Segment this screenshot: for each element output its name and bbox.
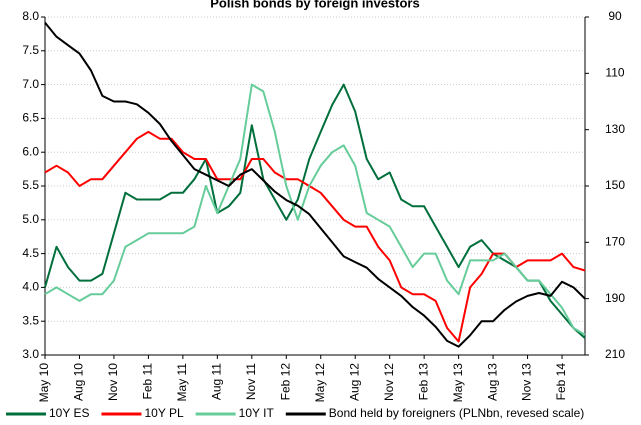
y-tick-label: 7.5 <box>22 43 39 57</box>
legend-label: 10Y IT <box>239 406 275 420</box>
y2-tick-label: 190 <box>605 291 625 305</box>
y2-tick-label: 90 <box>608 9 622 23</box>
y2-tick-label: 210 <box>605 347 625 361</box>
y2-tick-label: 110 <box>605 66 624 80</box>
x-tick-label: Feb 14 <box>554 363 568 401</box>
x-tick-label: May 13 <box>451 363 465 403</box>
series-line <box>44 83 586 339</box>
x-tick-label: Nov 13 <box>520 363 534 401</box>
y2-tick-label: 150 <box>605 178 625 192</box>
series-line <box>44 21 586 348</box>
x-tick-label: Aug 13 <box>485 363 499 401</box>
x-tick-label: May 10 <box>37 363 51 403</box>
x-tick-label: Nov 11 <box>244 363 258 400</box>
x-tick-label: May 11 <box>175 363 189 402</box>
legend-label: 10Y PL <box>144 406 183 420</box>
y2-tick-label: 170 <box>605 235 625 249</box>
y-tick-label: 4.0 <box>22 280 39 294</box>
x-tick-label: Nov 12 <box>382 363 396 401</box>
y-tick-label: 7.0 <box>22 77 39 91</box>
x-tick-label: Feb 13 <box>416 363 430 401</box>
x-tick-label: Feb 11 <box>141 363 155 400</box>
y2-tick-label: 130 <box>605 122 625 136</box>
x-tick-label: Aug 10 <box>72 363 86 401</box>
series-line <box>44 83 586 336</box>
y-tick-label: 6.0 <box>22 144 39 158</box>
chart-title: Polish bonds by foreign investors <box>210 0 419 10</box>
legend-label: 10Y ES <box>49 406 89 420</box>
legend-label: Bond held by foreigners (PLNbn, revesed … <box>329 406 584 420</box>
y-tick-label: 3.5 <box>22 313 39 327</box>
y-tick-label: 5.5 <box>22 178 39 192</box>
x-tick-label: Aug 12 <box>347 363 361 401</box>
y-tick-label: 5.0 <box>22 212 39 226</box>
x-tick-label: Aug 11 <box>210 363 224 400</box>
x-tick-label: Feb 12 <box>278 363 292 401</box>
y-tick-label: 6.5 <box>22 111 39 125</box>
y-tick-label: 4.5 <box>22 246 39 260</box>
series-line <box>44 130 586 343</box>
y-tick-label: 8.0 <box>22 9 39 23</box>
y-tick-label: 3.0 <box>22 347 39 361</box>
x-tick-label: May 12 <box>313 363 327 403</box>
x-tick-label: Nov 10 <box>106 363 120 401</box>
